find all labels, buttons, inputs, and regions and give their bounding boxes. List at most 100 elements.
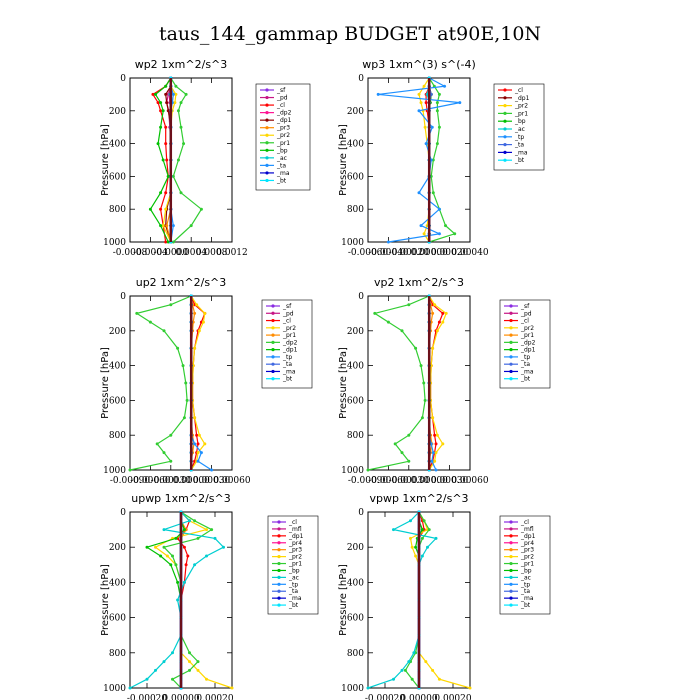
series-line	[378, 77, 460, 243]
legend-marker	[509, 541, 513, 545]
legend-label: _pr3	[520, 547, 534, 554]
y-tick-label: 400	[109, 362, 126, 372]
legend-label: _pr4	[288, 540, 302, 547]
legend-label: _cl	[288, 519, 297, 526]
series-point	[400, 329, 404, 333]
x-tick-label: -0.0004	[133, 248, 168, 258]
series-tp	[376, 76, 462, 244]
series-point	[392, 528, 395, 532]
legend-label: _tp	[520, 354, 530, 361]
series-point	[165, 224, 169, 228]
legend-marker	[503, 150, 507, 154]
series-point	[441, 311, 445, 315]
series-point	[376, 92, 380, 96]
legend-marker	[503, 88, 507, 92]
series-point	[171, 651, 174, 655]
legend-label: _ma	[520, 368, 534, 375]
x-tick-label: -0.00090	[110, 476, 151, 486]
legend: _sf_pd_cl_pr2_pr1_dp2_dp1_tp_ta_ma_bt	[261, 299, 313, 389]
plot-frame	[367, 77, 471, 243]
legend: _cl_dp1_pr2_pr1_bp_ac_tp_ta_ma_bt	[493, 83, 545, 171]
series-point	[154, 92, 157, 96]
panel-title: wp2 1xm^2/s^3	[135, 58, 228, 71]
x-tick-label: 0.00040	[451, 248, 488, 258]
series-point	[409, 536, 412, 540]
panel-title: vpwp 1xm^2/s^3	[369, 492, 468, 505]
legend-label: _pr2	[276, 132, 290, 139]
series-point	[159, 224, 163, 228]
series-point	[189, 224, 193, 228]
legend-marker	[277, 548, 281, 552]
y-tick-label: 400	[109, 140, 126, 150]
y-tick-label: 800	[347, 649, 364, 659]
x-tick-label: -0.00020	[127, 694, 168, 700]
x-tick-label: 0.00000	[400, 694, 437, 700]
legend-marker	[265, 171, 269, 175]
series-point	[441, 442, 445, 446]
series-point	[145, 545, 149, 549]
legend-label: _sf	[276, 87, 286, 94]
series-point	[193, 519, 197, 523]
series-point	[410, 677, 414, 681]
series-point	[193, 442, 197, 446]
legend-label: _ta	[520, 588, 530, 595]
series-point	[434, 468, 438, 472]
series-point	[164, 84, 168, 88]
series-point	[437, 232, 441, 236]
legend-marker	[271, 355, 275, 359]
x-tick-label: 0.0008	[196, 248, 228, 258]
legend-marker	[277, 561, 281, 566]
series-point	[458, 101, 462, 105]
legend-marker	[277, 555, 281, 559]
legend-label: _tp	[520, 581, 530, 588]
legend-marker	[265, 141, 269, 145]
legend-label: _ac	[520, 574, 531, 581]
legend-label: _ac	[514, 126, 525, 133]
legend-marker	[503, 135, 507, 139]
series-point	[431, 191, 435, 195]
series-point	[205, 677, 208, 681]
series-point	[410, 545, 414, 549]
series-point	[155, 442, 159, 446]
legend-label: _bp	[514, 118, 526, 125]
legend-label: _pr4	[520, 540, 534, 547]
legend-marker	[265, 95, 269, 100]
series-point	[199, 207, 203, 211]
legend-marker	[509, 568, 513, 573]
series-point	[164, 92, 168, 96]
legend-label: _pr2	[514, 103, 528, 110]
chart-panel-6: vpwp 1xm^2/s^3 Pressure [hPa] 0 200 400 600 80…	[338, 492, 551, 700]
series-point	[171, 174, 175, 178]
series-line	[176, 511, 191, 688]
series-point	[403, 668, 407, 672]
legend-marker	[277, 582, 281, 586]
legend-marker	[265, 118, 269, 122]
series-point	[437, 125, 441, 129]
legend-marker	[509, 318, 513, 323]
series-point	[193, 563, 197, 567]
series-point	[427, 528, 431, 532]
series-point	[156, 142, 160, 146]
legend-label: _dp1	[282, 347, 298, 354]
legend-marker	[271, 304, 275, 308]
legend-marker	[277, 520, 281, 524]
legend-marker	[265, 111, 269, 115]
legend-marker	[509, 377, 513, 381]
series-point	[420, 554, 424, 558]
y-tick-label: 200	[109, 327, 126, 337]
series-point	[437, 92, 441, 96]
series-point	[176, 598, 180, 602]
series-line	[367, 295, 430, 471]
series-point	[400, 451, 404, 455]
y-tick-label: 600	[347, 396, 364, 406]
series-point	[203, 442, 207, 446]
legend-marker	[271, 311, 275, 315]
legend-marker	[509, 582, 513, 586]
series-point	[431, 346, 435, 350]
series-point	[412, 651, 416, 655]
x-tick-label: -0.00060	[348, 248, 389, 258]
y-tick-label: 400	[347, 362, 364, 372]
x-tick-label: 0.00000	[411, 248, 448, 258]
legend: _sf_pd_cl_pr2_pr1_dp2_dp1_tp_ta_ma_bt	[499, 299, 551, 389]
panel-title: vp2 1xm^2/s^3	[374, 276, 464, 289]
